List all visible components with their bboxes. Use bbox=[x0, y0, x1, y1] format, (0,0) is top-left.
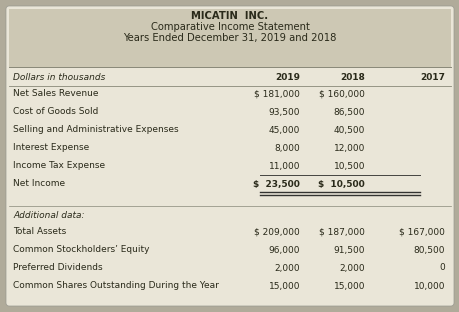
FancyBboxPatch shape bbox=[6, 6, 453, 306]
Text: 86,500: 86,500 bbox=[333, 108, 364, 116]
Text: 11,000: 11,000 bbox=[268, 162, 299, 170]
Text: Net Income: Net Income bbox=[13, 179, 65, 188]
Text: 10,500: 10,500 bbox=[333, 162, 364, 170]
Text: $ 187,000: $ 187,000 bbox=[319, 227, 364, 236]
Text: Net Sales Revenue: Net Sales Revenue bbox=[13, 90, 98, 99]
Text: Total Assets: Total Assets bbox=[13, 227, 66, 236]
Text: 12,000: 12,000 bbox=[333, 144, 364, 153]
Text: $ 167,000: $ 167,000 bbox=[398, 227, 444, 236]
Text: Selling and Administrative Expenses: Selling and Administrative Expenses bbox=[13, 125, 178, 134]
Text: Income Tax Expense: Income Tax Expense bbox=[13, 162, 105, 170]
Text: Cost of Goods Sold: Cost of Goods Sold bbox=[13, 108, 98, 116]
Text: 93,500: 93,500 bbox=[268, 108, 299, 116]
Text: 2,000: 2,000 bbox=[274, 264, 299, 272]
Text: 2,000: 2,000 bbox=[339, 264, 364, 272]
Text: 80,500: 80,500 bbox=[413, 246, 444, 255]
Text: 96,000: 96,000 bbox=[268, 246, 299, 255]
Text: 10,000: 10,000 bbox=[413, 281, 444, 290]
Bar bbox=[9, 9, 450, 64]
Text: Preferred Dividends: Preferred Dividends bbox=[13, 264, 102, 272]
Text: Additional data:: Additional data: bbox=[13, 212, 84, 221]
Text: $ 209,000: $ 209,000 bbox=[254, 227, 299, 236]
Text: 45,000: 45,000 bbox=[268, 125, 299, 134]
Text: $ 181,000: $ 181,000 bbox=[253, 90, 299, 99]
Text: 91,500: 91,500 bbox=[333, 246, 364, 255]
Text: MICATIN  INC.: MICATIN INC. bbox=[191, 11, 268, 21]
Text: $  10,500: $ 10,500 bbox=[318, 179, 364, 188]
Text: Interest Expense: Interest Expense bbox=[13, 144, 89, 153]
Text: 2019: 2019 bbox=[274, 72, 299, 81]
Text: $ 160,000: $ 160,000 bbox=[319, 90, 364, 99]
Text: 2018: 2018 bbox=[339, 72, 364, 81]
Text: 15,000: 15,000 bbox=[268, 281, 299, 290]
Bar bbox=[9, 9, 450, 67]
Text: Common Shares Outstanding During the Year: Common Shares Outstanding During the Yea… bbox=[13, 281, 218, 290]
Text: Comparative Income Statement: Comparative Income Statement bbox=[150, 22, 309, 32]
Text: 15,000: 15,000 bbox=[333, 281, 364, 290]
Text: 8,000: 8,000 bbox=[274, 144, 299, 153]
Text: Years Ended December 31, 2019 and 2018: Years Ended December 31, 2019 and 2018 bbox=[123, 33, 336, 43]
Text: 2017: 2017 bbox=[419, 72, 444, 81]
Text: 40,500: 40,500 bbox=[333, 125, 364, 134]
Text: $  23,500: $ 23,500 bbox=[252, 179, 299, 188]
Text: Dollars in thousands: Dollars in thousands bbox=[13, 72, 105, 81]
Text: Common Stockholders’ Equity: Common Stockholders’ Equity bbox=[13, 246, 149, 255]
Text: 0: 0 bbox=[438, 264, 444, 272]
